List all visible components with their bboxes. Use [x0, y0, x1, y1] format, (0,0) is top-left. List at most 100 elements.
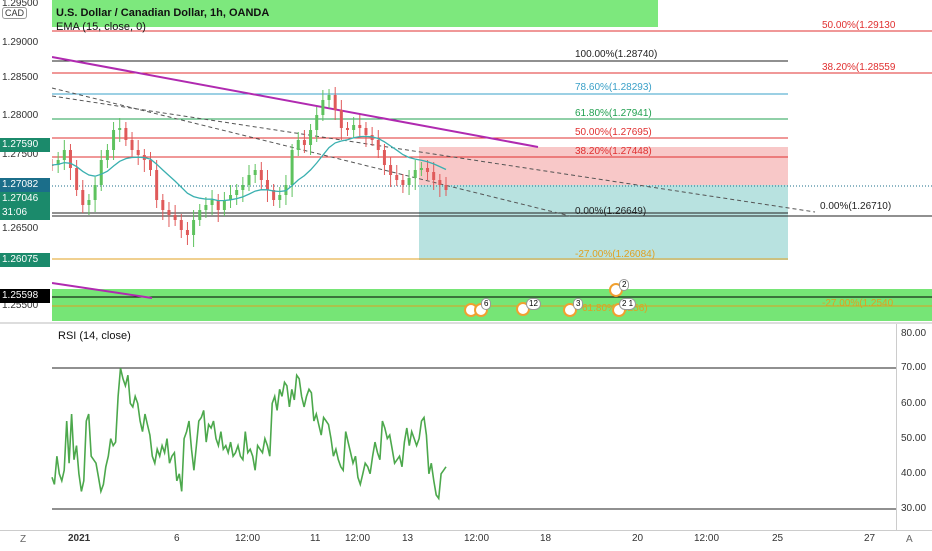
fib-label-0: 0.00%(1.26649)	[575, 206, 647, 217]
price-tick: 1.25500	[2, 300, 39, 311]
candle-body	[118, 128, 122, 130]
fib-label-382-top: 38.20%(1.28559	[822, 62, 896, 73]
candle-body	[302, 140, 306, 145]
candle-body	[75, 168, 79, 190]
candle-body	[192, 220, 196, 235]
candle-body	[333, 95, 337, 110]
fib-label-50-top: 50.00%(1.29130	[822, 20, 896, 31]
candle-body	[222, 200, 226, 210]
rsi-axis[interactable]: 80.00 70.00 60.00 50.00 40.00 30.00	[896, 324, 932, 530]
time-tick: 12:00	[345, 533, 371, 544]
event-count: 3	[573, 298, 584, 310]
rsi-tick: 80.00	[901, 328, 927, 339]
fib-label-0-right: 0.00%(1.26710)	[820, 201, 892, 212]
price-tick: 1.28500	[2, 72, 39, 83]
candle-body	[105, 150, 109, 160]
time-tick: 11	[310, 533, 321, 544]
candle-body	[315, 115, 319, 130]
candle-body	[444, 185, 448, 190]
candle-body	[401, 180, 405, 185]
price-chart[interactable]	[0, 0, 932, 322]
candle-body	[259, 170, 263, 180]
candle-body	[241, 185, 245, 190]
candlesticks	[50, 87, 448, 247]
candle-body	[87, 200, 91, 205]
rsi-label[interactable]: RSI (14, close)	[58, 330, 131, 342]
candle-body	[296, 140, 300, 150]
rsi-tick: 60.00	[901, 398, 927, 409]
candle-body	[68, 150, 72, 168]
purple-trendline	[51, 56, 539, 148]
ema-label[interactable]: EMA (15, close, 0)	[56, 21, 146, 33]
candle-body	[81, 190, 85, 205]
candle-body	[235, 190, 239, 195]
price-tag-127046: 1.27046	[0, 192, 50, 206]
ema-line	[51, 135, 447, 202]
purple-trendline-lower	[51, 282, 153, 299]
price-tag-127082: 1.27082	[0, 178, 50, 192]
candle-body	[309, 130, 313, 145]
candle-body	[265, 180, 269, 190]
candle-body	[321, 100, 325, 115]
time-tick: 2021	[68, 533, 91, 544]
candle-body	[216, 200, 220, 210]
candle-body	[272, 190, 276, 200]
candle-body	[253, 170, 257, 175]
candle-body	[130, 140, 134, 150]
candle-body	[167, 210, 171, 215]
candle-body	[173, 215, 177, 220]
candle-body	[136, 150, 140, 155]
candle-body	[395, 175, 399, 180]
rsi-line	[51, 368, 447, 501]
candle-body	[382, 150, 386, 165]
price-tick: 1.29000	[2, 37, 39, 48]
time-tick: 12:00	[694, 533, 720, 544]
candle-body	[112, 130, 116, 150]
time-tick: 18	[540, 533, 552, 544]
candle-body	[198, 210, 202, 220]
event-count: 12	[526, 298, 541, 310]
candle-body	[56, 160, 60, 165]
candle-body	[155, 170, 159, 200]
dashed-trendline-2	[51, 95, 816, 213]
chart-title: U.S. Dollar / Canadian Dollar, 1h, OANDA	[56, 7, 270, 19]
candle-body	[413, 170, 417, 178]
price-axis[interactable]: CAD 1.29500 1.29000 1.28500 1.28000 1.27…	[0, 0, 52, 530]
time-tick: 27	[864, 533, 876, 544]
stop-loss-zone	[419, 147, 788, 185]
price-tick: 1.28000	[2, 110, 39, 121]
candle-body	[352, 125, 356, 130]
currency-badge: CAD	[2, 7, 28, 19]
time-tick: 6	[174, 533, 180, 544]
candle-body	[376, 140, 380, 150]
header-banner	[52, 0, 658, 27]
event-count: 2 1	[619, 298, 637, 310]
fib-label-382: 38.20%(1.27448)	[575, 146, 652, 157]
z-icon[interactable]: Z	[20, 534, 27, 545]
price-tag-127590: 1.27590	[0, 138, 50, 152]
candle-body	[185, 230, 189, 235]
fib-label-minus27: -27.00%(1.26084)	[575, 249, 656, 260]
pane-divider[interactable]	[0, 322, 932, 324]
fib-label-786: 78.60%(1.28293)	[575, 82, 652, 93]
a-icon[interactable]: A	[906, 534, 913, 545]
candle-body	[432, 172, 436, 180]
candle-body	[62, 150, 66, 160]
rsi-tick: 30.00	[901, 503, 927, 514]
rsi-pane[interactable]	[0, 324, 896, 530]
price-tick: 1.26500	[2, 223, 39, 234]
fib-label-50: 50.00%(1.27695)	[575, 127, 652, 138]
time-axis[interactable]: Z A	[0, 530, 932, 551]
candle-body	[99, 160, 103, 185]
fib-label-100: 100.00%(1.28740)	[575, 49, 658, 60]
price-tick: 1.29500	[2, 0, 39, 9]
price-tag-125598: 1.25598	[0, 289, 50, 303]
rsi-tick: 50.00	[901, 433, 927, 444]
fib-label-minus27-bottom: -27.00%(1.2540	[822, 298, 894, 309]
candle-body	[229, 195, 233, 200]
candle-body	[438, 180, 442, 185]
candle-body	[278, 195, 282, 200]
price-tag-126075: 1.26075	[0, 253, 50, 267]
rsi-tick: 70.00	[901, 362, 927, 373]
candle-body	[389, 165, 393, 175]
